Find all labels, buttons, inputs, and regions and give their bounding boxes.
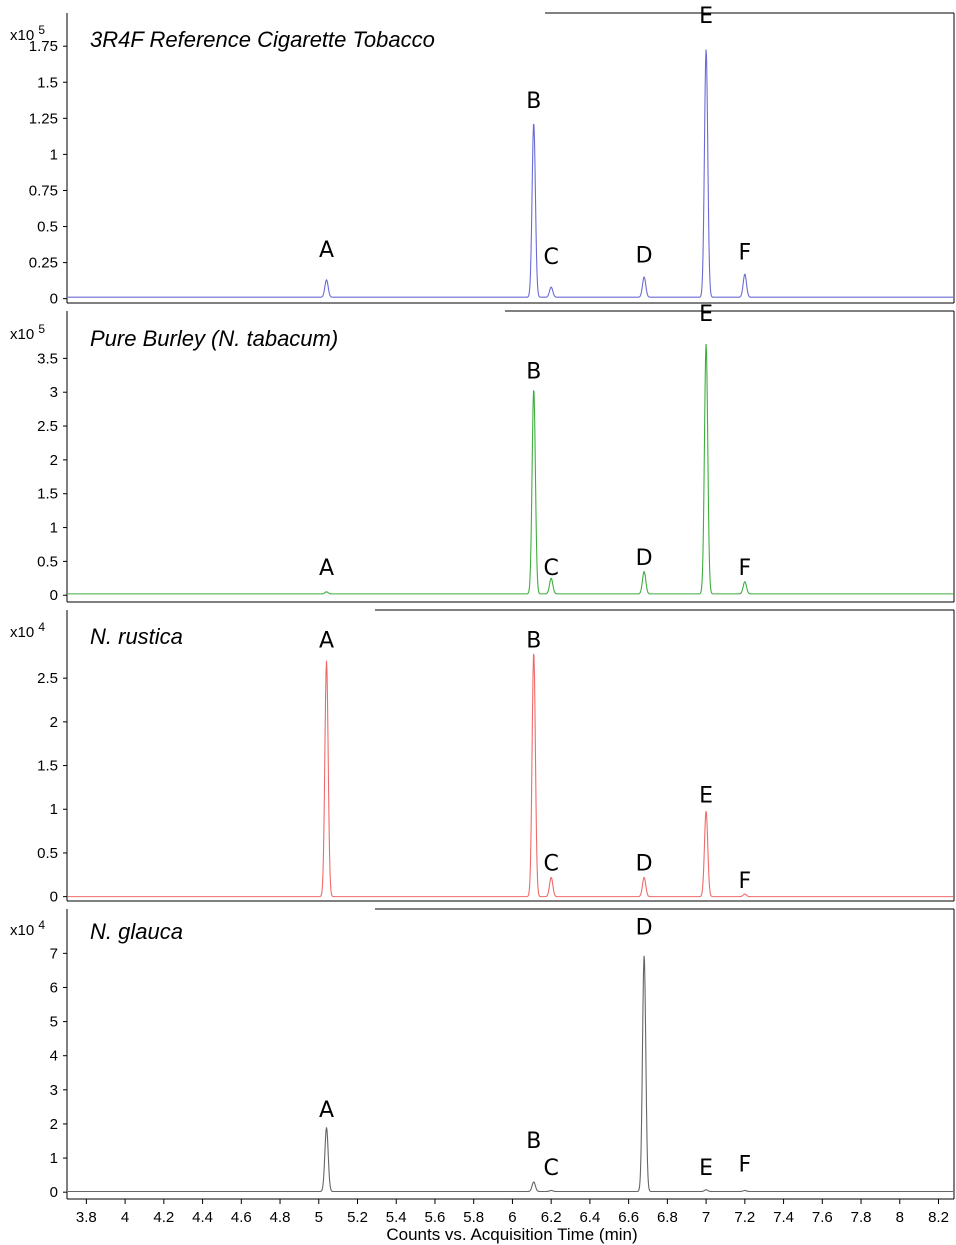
y-tick-label: 0 bbox=[50, 889, 58, 906]
peak-label-b: B bbox=[526, 89, 541, 114]
y-tick-label: 4 bbox=[50, 1048, 58, 1065]
x-tick-label: 7 bbox=[702, 1209, 710, 1226]
y-tick-label: 1.75 bbox=[29, 38, 58, 55]
panel-title: N. glauca bbox=[90, 919, 183, 944]
peak-label-c: C bbox=[543, 851, 558, 876]
peak-label-f: F bbox=[739, 241, 752, 266]
peak-label-d: D bbox=[636, 546, 653, 571]
peak-label-f: F bbox=[739, 1153, 752, 1178]
peak-label-e: E bbox=[699, 1156, 713, 1181]
peak-label-a: A bbox=[319, 629, 334, 654]
y-tick-label: 0.5 bbox=[37, 845, 58, 862]
peak-label-d: D bbox=[636, 244, 653, 269]
y-tick-label: 3.5 bbox=[37, 350, 58, 367]
peak-label-a: A bbox=[319, 1098, 334, 1123]
panel-title: N. rustica bbox=[90, 624, 183, 649]
x-tick-label: 4.8 bbox=[270, 1209, 291, 1226]
y-tick-label: 0.25 bbox=[29, 255, 58, 272]
y-multiplier: x10 4 bbox=[10, 620, 45, 641]
x-tick-label: 6.2 bbox=[541, 1209, 562, 1226]
y-multiplier: x10 5 bbox=[10, 322, 45, 343]
y-tick-label: 2.5 bbox=[37, 418, 58, 435]
x-tick-label: 5.4 bbox=[386, 1209, 407, 1226]
chromatogram-trace bbox=[68, 49, 953, 298]
y-tick-label: 0 bbox=[50, 291, 58, 308]
x-tick-label: 4.2 bbox=[153, 1209, 174, 1226]
y-tick-label: 5 bbox=[50, 1014, 58, 1031]
chromatogram-trace bbox=[68, 955, 953, 1193]
panel-title: Pure Burley (N. tabacum) bbox=[90, 326, 338, 351]
y-tick-label: 2.5 bbox=[37, 670, 58, 687]
peak-label-c: C bbox=[543, 556, 558, 581]
peak-label-b: B bbox=[526, 360, 541, 385]
chromatogram-trace bbox=[68, 653, 953, 898]
x-axis-label: Counts vs. Acquisition Time (min) bbox=[386, 1225, 637, 1244]
peak-label-f: F bbox=[739, 556, 752, 581]
chart-panel-2: 0 0.5 1 1.5 2 2.5 3 3.5 x10 5 Pure Burley (N. tab… bbox=[10, 302, 955, 604]
peak-label-d: D bbox=[636, 851, 653, 876]
x-tick-label: 6.6 bbox=[618, 1209, 639, 1226]
peak-label-c: C bbox=[543, 1156, 558, 1181]
chart-panel-3: 0 0.5 1 1.5 2 2.5 x10 4 N. rustica A B C D E F bbox=[10, 609, 955, 906]
x-tick-label: 7.2 bbox=[734, 1209, 755, 1226]
peak-label-d: D bbox=[636, 916, 653, 941]
y-tick-label: 0.5 bbox=[37, 219, 58, 236]
x-tick-label: 5.6 bbox=[425, 1209, 446, 1226]
x-tick-label: 8 bbox=[896, 1209, 904, 1226]
y-tick-label: 2 bbox=[50, 452, 58, 469]
y-tick-label: 0.75 bbox=[29, 182, 58, 199]
y-tick-label: 1 bbox=[50, 801, 58, 818]
peak-label-c: C bbox=[543, 245, 558, 270]
x-tick-label: 5.8 bbox=[463, 1209, 484, 1226]
y-tick-label: 3 bbox=[50, 384, 58, 401]
x-tick-label: 6.8 bbox=[657, 1209, 678, 1226]
x-tick-label: 4 bbox=[121, 1209, 129, 1226]
y-tick-label: 1.5 bbox=[37, 758, 58, 775]
y-tick-label: 1.5 bbox=[37, 486, 58, 503]
x-tick-label: 7.4 bbox=[773, 1209, 794, 1226]
panel-title: 3R4F Reference Cigarette Tobacco bbox=[90, 27, 435, 52]
peak-label-e: E bbox=[699, 783, 713, 808]
x-tick-label: 5 bbox=[315, 1209, 323, 1226]
y-tick-label: 1 bbox=[50, 146, 58, 163]
x-tick-label: 6.4 bbox=[579, 1209, 600, 1226]
y-multiplier: x10 4 bbox=[10, 918, 45, 939]
y-tick-label: 7 bbox=[50, 945, 58, 962]
x-tick-label: 7.6 bbox=[812, 1209, 833, 1226]
y-tick-label: 6 bbox=[50, 979, 58, 996]
x-tick-label: 3.8 bbox=[76, 1209, 97, 1226]
chromatogram-trace bbox=[68, 343, 953, 595]
x-tick-label: 5.2 bbox=[347, 1209, 368, 1226]
peak-label-b: B bbox=[526, 629, 541, 654]
x-tick-label: 4.4 bbox=[192, 1209, 213, 1226]
y-tick-label: 1.25 bbox=[29, 110, 58, 127]
peak-label-a: A bbox=[319, 238, 334, 263]
x-tick-label: 4.6 bbox=[231, 1209, 252, 1226]
x-tick-label: 7.8 bbox=[851, 1209, 872, 1226]
y-tick-label: 1 bbox=[50, 520, 58, 537]
peak-label-f: F bbox=[739, 869, 752, 894]
y-tick-label: 2 bbox=[50, 1116, 58, 1133]
y-tick-label: 0 bbox=[50, 587, 58, 604]
y-tick-label: 3 bbox=[50, 1082, 58, 1099]
peak-label-a: A bbox=[319, 556, 334, 581]
chart-panel-4: 0 1 2 3 4 5 6 7 x10 4 N. glauca A BC D E F bbox=[10, 908, 955, 1201]
peak-label-e: E bbox=[699, 4, 713, 29]
y-tick-label: 1 bbox=[50, 1150, 58, 1167]
y-tick-label: 0.5 bbox=[37, 553, 58, 570]
y-multiplier: x10 5 bbox=[10, 23, 45, 44]
x-tick-label: 8.2 bbox=[928, 1209, 949, 1226]
y-tick-label: 1.5 bbox=[37, 74, 58, 91]
peak-label-b: B bbox=[526, 1129, 541, 1154]
y-tick-label: 2 bbox=[50, 714, 58, 731]
x-tick-label: 6 bbox=[508, 1209, 516, 1226]
peak-label-e: E bbox=[699, 302, 713, 327]
y-tick-label: 0 bbox=[50, 1184, 58, 1201]
x-axis: 3.8 4 4.2 4.4 4.6 4.8 5 5.2 5.4 5.6 5.8 6 6.2 6.4 6.6 6… bbox=[76, 1199, 949, 1226]
